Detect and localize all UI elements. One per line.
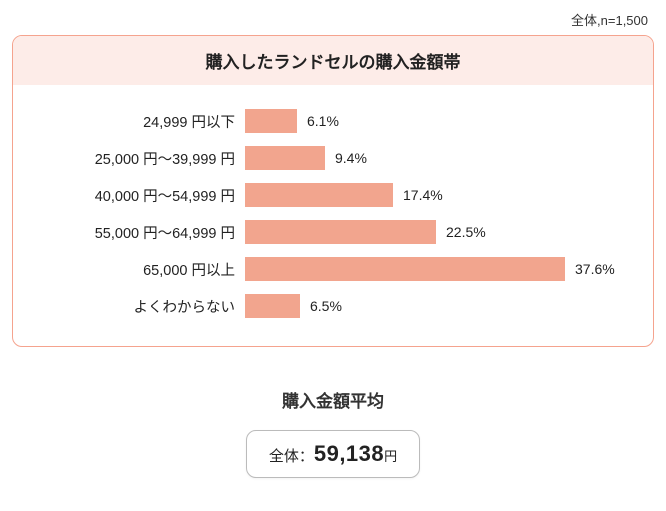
bar [245,220,436,244]
average-box: 全体：59,138円 [246,430,420,478]
chart-row: 65,000 円以上 37.6% [25,257,633,281]
average-value: 59,138 [314,441,384,466]
bar [245,183,393,207]
value-label: 17.4% [403,187,443,203]
chart-body: 24,999 円以下 6.1% 25,000 円～39,999 円 9.4% 40,00… [13,85,653,346]
category-label: 25,000 円～39,999 円 [25,148,245,169]
value-label: 37.6% [575,261,615,277]
value-label: 22.5% [446,224,486,240]
chart-row: 55,000 円～64,999 円 22.5% [25,220,633,244]
average-title: 購入金額平均 [12,387,654,412]
bar [245,257,565,281]
average-suffix: 円 [384,449,397,464]
chart-row: 40,000 円～54,999 円 17.4% [25,183,633,207]
bar-wrap: 17.4% [245,183,633,207]
sample-size-text: 全体,n=1,500 [12,10,654,29]
bar-wrap: 9.4% [245,146,633,170]
bar-wrap: 22.5% [245,220,633,244]
chart-row: 25,000 円～39,999 円 9.4% [25,146,633,170]
chart-card: 購入したランドセルの購入金額帯 24,999 円以下 6.1% 25,000 円～3… [12,35,654,347]
category-label: 40,000 円～54,999 円 [25,185,245,206]
average-prefix: 全体： [269,448,314,465]
category-label: 24,999 円以下 [25,111,245,132]
bar [245,294,300,318]
value-label: 9.4% [335,150,367,166]
average-box-wrap: 全体：59,138円 [12,430,654,478]
bar [245,146,325,170]
chart-row: よくわからない 6.5% [25,294,633,318]
chart-row: 24,999 円以下 6.1% [25,109,633,133]
value-label: 6.1% [307,113,339,129]
category-label: 65,000 円以上 [25,259,245,280]
bar-wrap: 37.6% [245,257,633,281]
value-label: 6.5% [310,298,342,314]
category-label: よくわからない [25,296,245,317]
bar-wrap: 6.1% [245,109,633,133]
bar [245,109,297,133]
category-label: 55,000 円～64,999 円 [25,222,245,243]
chart-title: 購入したランドセルの購入金額帯 [13,36,653,85]
bar-wrap: 6.5% [245,294,633,318]
